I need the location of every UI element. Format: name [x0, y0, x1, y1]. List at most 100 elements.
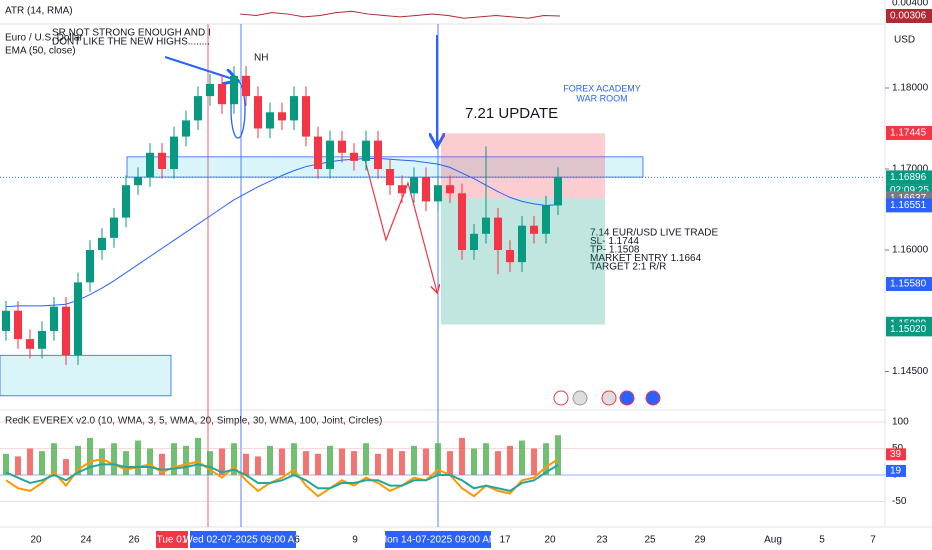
redk-label-box [886, 448, 906, 461]
x-tick-label: 29 [694, 535, 706, 546]
redk-bar [483, 443, 489, 475]
redk-bar [183, 445, 189, 475]
redk-label: 39 [890, 449, 902, 460]
redk-bar [471, 448, 477, 475]
candle-body [26, 339, 34, 349]
candle-body [290, 96, 298, 121]
x-tick-label: Wed 02-07-2025 09:00 AM [183, 535, 302, 546]
redk-bar [135, 440, 141, 475]
candle-body [2, 310, 10, 331]
candle-body [38, 331, 46, 349]
candle-body [410, 177, 418, 194]
x-tick-label: 7 [870, 535, 876, 546]
candle-body [314, 136, 322, 169]
redk-label: 19 [890, 466, 902, 477]
redk-bar [15, 456, 21, 475]
redk-bar [219, 448, 225, 475]
redk-bar [195, 437, 201, 475]
price-label: 1.15580 [890, 279, 927, 290]
candle-body [86, 250, 94, 283]
redk-bar [375, 453, 381, 475]
note-text: TP- 1.1508 [590, 245, 640, 256]
x-tick-label: 5 [819, 535, 825, 546]
y-tick-label: 1.17000 [892, 164, 929, 175]
redk-bar [459, 437, 465, 475]
atr-label-box [886, 9, 932, 23]
x-tick-label: 23 [596, 535, 608, 546]
redk-bar [123, 451, 129, 475]
candle-body [266, 112, 274, 129]
candle-body [422, 177, 430, 202]
price-label-box [886, 277, 932, 292]
redk-bar [27, 448, 33, 475]
atr-label: 0.00306 [890, 11, 927, 22]
redk-bar [147, 448, 153, 475]
candle-body [530, 225, 538, 234]
redk-bar [531, 448, 537, 475]
stop-zone [441, 133, 605, 199]
currency: USD [894, 35, 915, 46]
redk-bar [423, 448, 429, 475]
ema-line [5, 157, 559, 308]
redk-bar [3, 453, 9, 475]
x-tick-label: Aug [764, 535, 782, 546]
candle-body [326, 140, 334, 169]
time-highlight [156, 531, 188, 548]
candle-body [542, 205, 550, 234]
redk-bar [63, 459, 69, 475]
redk-bar [243, 453, 249, 475]
countdown: 02:09:25 [890, 185, 929, 196]
redk-bar [291, 443, 297, 475]
redk-bar [303, 451, 309, 475]
candle-body [398, 185, 406, 194]
x-tick-label: 20 [30, 535, 42, 546]
candle-body [14, 310, 22, 340]
redk-bar [39, 451, 45, 475]
candle-body [218, 83, 226, 105]
candle-body [50, 306, 58, 331]
candle-body [254, 96, 262, 129]
candle-body [470, 233, 478, 250]
note-text: NH [254, 53, 268, 64]
redk-bar [99, 448, 105, 475]
redk-bar [543, 443, 549, 475]
candle-body [386, 169, 394, 186]
redk-bar [507, 445, 513, 475]
redk-bar [435, 443, 441, 475]
y-tick-label: 1.18000 [892, 83, 929, 94]
candle-body [146, 152, 154, 178]
redk-bar [555, 435, 561, 475]
candle-body [98, 237, 106, 250]
candle-body [482, 217, 490, 234]
candle-body [230, 75, 238, 105]
projection [364, 159, 437, 292]
redk-bar [75, 445, 81, 475]
x-tick-label: 20 [544, 535, 556, 546]
x-tick-label: 24 [80, 535, 92, 546]
candle-body [110, 217, 118, 238]
price-label: 1.16896 [890, 172, 927, 183]
ema-title: EMA (50, close) [5, 46, 76, 57]
candle-body [506, 250, 514, 263]
note-text: WAR ROOM [576, 93, 627, 103]
x-tick-label: Tue 01 [157, 535, 188, 546]
note-text: MARKET ENTRY 1.1664 [590, 253, 702, 264]
candle-body [242, 75, 250, 97]
candle-body [458, 193, 466, 250]
redk-title: RedK EVEREX v2.0 (10, WMA, 3, 5, WMA, 20… [5, 416, 382, 427]
redk-bar [387, 448, 393, 475]
redk-bar [351, 451, 357, 475]
redk-slow-line [5, 463, 559, 492]
price-label-box [886, 170, 932, 185]
price-label-box [886, 322, 932, 337]
redk-bar [159, 453, 165, 475]
redk-bar [255, 456, 261, 475]
redk-bar [339, 448, 345, 475]
candle-body [278, 112, 286, 121]
x-tick-label: 17 [499, 535, 511, 546]
candle-body [494, 217, 502, 250]
y-tick-label: 1.14500 [892, 366, 929, 377]
